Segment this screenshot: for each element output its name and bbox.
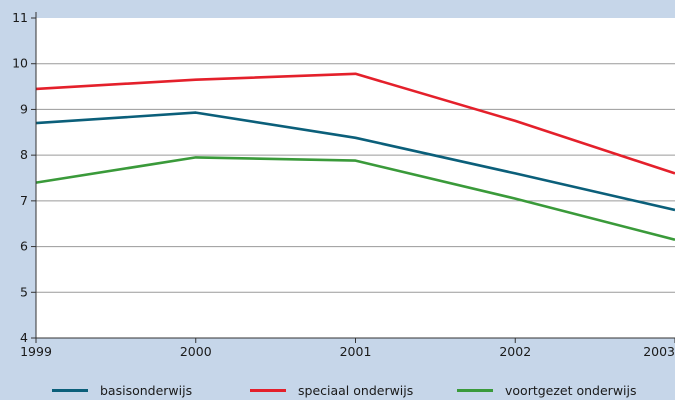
series-lines <box>35 72 675 241</box>
legend-item-voortgezet-onderwijs: voortgezet onderwijs <box>457 380 637 400</box>
x-tick-label: 2003 <box>643 344 675 359</box>
legend-label: basisonderwijs <box>100 382 193 398</box>
y-tick-label: 8 <box>20 147 28 162</box>
series-line-voortgezet-onderwijs <box>35 156 675 241</box>
legend-swatch <box>52 388 88 392</box>
y-axis-ticks: 4 5 6 7 8 9 10 11 <box>12 10 37 345</box>
y-tick-label: 10 <box>12 56 28 71</box>
legend-item-speciaal-onderwijs: speciaal onderwijs <box>250 380 413 400</box>
y-tick-label: 6 <box>20 239 28 254</box>
x-tick-label: 2002 <box>499 344 531 359</box>
x-tick-label: 2001 <box>340 344 372 359</box>
legend-swatch <box>250 388 286 392</box>
series-line-speciaal-onderwijs <box>35 72 675 175</box>
y-tick-label: 7 <box>20 193 28 208</box>
legend-item-basisonderwijs: basisonderwijs <box>52 380 192 400</box>
y-tick-label: 4 <box>20 330 28 345</box>
series-line-basisonderwijs <box>35 111 675 212</box>
gridlines <box>36 63 675 293</box>
x-tick-label: 1999 <box>20 344 52 359</box>
plot-area <box>36 18 675 338</box>
legend-label: voortgezet onderwijs <box>505 382 637 398</box>
x-axis-ticks: 1999 2000 2001 2002 2003 <box>20 337 675 359</box>
y-tick-label: 5 <box>20 284 28 299</box>
legend: basisonderwijs speciaal onderwijs voortg… <box>0 380 675 400</box>
legend-label: speciaal onderwijs <box>298 382 414 398</box>
y-tick-label: 9 <box>20 101 28 116</box>
y-tick-label: 11 <box>12 10 28 25</box>
x-tick-label: 2000 <box>180 344 212 359</box>
legend-swatch <box>457 388 493 392</box>
